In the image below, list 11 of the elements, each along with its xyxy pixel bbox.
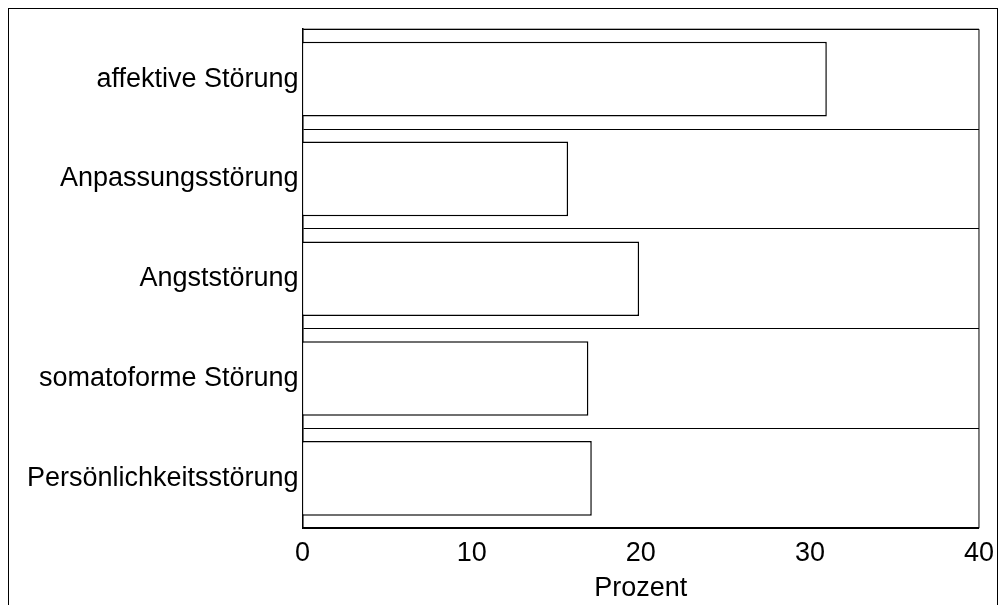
x-tick-label: 0	[295, 536, 311, 567]
x-tick-label: 20	[625, 536, 656, 567]
y-tick-label: Angststörung	[139, 262, 299, 293]
y-tick-label: Anpassungsstörung	[59, 162, 299, 193]
x-tick-label: 10	[456, 536, 487, 567]
y-tick-label: somatoforme Störung	[39, 361, 299, 392]
x-tick-label: 30	[794, 536, 825, 567]
x-tick-label: 40	[963, 536, 995, 567]
y-tick-label: Persönlichkeitsstörung	[26, 461, 299, 492]
x-axis-title: Prozent	[594, 572, 688, 603]
y-tick-label: affektive Störung	[96, 62, 299, 93]
